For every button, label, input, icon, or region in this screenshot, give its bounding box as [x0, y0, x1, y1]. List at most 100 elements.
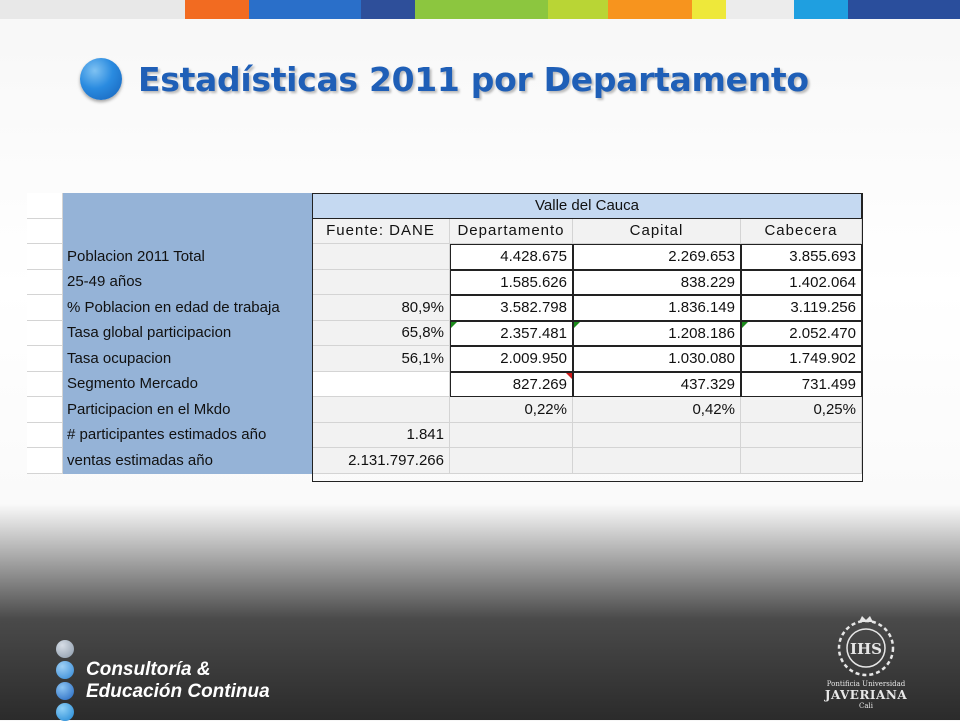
row-gutter [27, 320, 63, 346]
strip-segment [692, 0, 726, 19]
capital-cell[interactable] [573, 422, 741, 448]
table-header-row: Fuente: DANE Departamento Capital Cabece… [27, 218, 862, 244]
row-label[interactable]: ventas estimadas año [63, 448, 312, 474]
table-row: % Poblacion en edad de trabaja 80,9% 3.5… [27, 295, 862, 321]
cabecera-cell[interactable]: 2.052.470 [741, 320, 862, 346]
pct-cell[interactable] [312, 244, 450, 270]
capital-cell[interactable]: 1.836.149 [573, 295, 741, 321]
javeriana-crest: IHS Pontificia Universidad JAVERIANA Cal… [824, 616, 908, 716]
departamento-cell[interactable]: 1.585.626 [450, 269, 573, 295]
brand-line-1: Consultoría & [86, 658, 211, 680]
title-text: Estadísticas 2011 por Departamento [138, 59, 809, 99]
pct-cell[interactable] [312, 397, 450, 423]
region-header[interactable]: Valle del Cauca [312, 193, 862, 219]
row-gutter [27, 218, 63, 244]
strip-segment [548, 0, 608, 19]
statistics-table: Valle del Cauca Fuente: DANE Departament… [27, 193, 862, 474]
logo-dot [56, 640, 74, 658]
row-label[interactable]: 25-49 años [63, 269, 312, 295]
cabecera-cell[interactable]: 3.119.256 [741, 295, 862, 321]
pct-cell[interactable]: 65,8% [312, 320, 450, 346]
departamento-cell[interactable]: 2.357.481 [450, 320, 573, 346]
label-header-cell [63, 193, 312, 219]
row-gutter [27, 397, 63, 423]
logo-dot [56, 703, 74, 721]
logo-dot [56, 682, 74, 700]
strip-segment [726, 0, 794, 19]
brand-line-2: Educación Continua [86, 680, 270, 702]
strip-segment [361, 0, 415, 19]
table-row: 25-49 años 1.585.626 838.229 1.402.064 [27, 269, 862, 295]
title-bullet-icon [80, 58, 122, 100]
color-strip [0, 0, 960, 19]
pct-cell[interactable] [312, 371, 450, 397]
cabecera-cell[interactable]: 1.402.064 [741, 269, 862, 295]
departamento-cell[interactable] [450, 422, 573, 448]
row-label[interactable]: Tasa global participacion [63, 320, 312, 346]
logo-dots-icon [56, 640, 74, 721]
table-row: Participacion en el Mkdo 0,22% 0,42% 0,2… [27, 397, 862, 423]
capital-cell[interactable]: 437.329 [573, 371, 741, 397]
row-label[interactable]: # participantes estimados año [63, 422, 312, 448]
strip-segment [794, 0, 848, 19]
cabecera-cell[interactable] [741, 448, 862, 474]
capital-cell[interactable]: 1.208.186 [573, 320, 741, 346]
table-header-row: Valle del Cauca [27, 193, 862, 219]
cabecera-cell[interactable]: 731.499 [741, 371, 862, 397]
cabecera-cell[interactable]: 1.749.902 [741, 346, 862, 372]
row-gutter [27, 244, 63, 270]
departamento-cell[interactable]: 0,22% [450, 397, 573, 423]
capital-cell[interactable]: 0,42% [573, 397, 741, 423]
capital-cell[interactable]: 838.229 [573, 269, 741, 295]
row-gutter [27, 295, 63, 321]
row-gutter [27, 269, 63, 295]
col-header-departamento[interactable]: Departamento [450, 218, 573, 244]
crest-line-2: JAVERIANA [824, 688, 908, 702]
strip-segment [848, 0, 960, 19]
pct-cell[interactable] [312, 269, 450, 295]
cabecera-cell[interactable] [741, 422, 862, 448]
pct-cell[interactable]: 1.841 [312, 422, 450, 448]
departamento-cell[interactable]: 3.582.798 [450, 295, 573, 321]
crest-line-1: Pontificia Universidad [826, 680, 906, 688]
pct-cell[interactable]: 56,1% [312, 346, 450, 372]
consultoria-logo: Consultoría & Educación Continua [56, 640, 270, 721]
row-label[interactable]: Segmento Mercado [63, 371, 312, 397]
table-row: Poblacion 2011 Total 4.428.675 2.269.653… [27, 244, 862, 270]
strip-segment [608, 0, 692, 19]
crest-icon: IHS [837, 616, 895, 677]
departamento-cell[interactable]: 4.428.675 [450, 244, 573, 270]
row-gutter [27, 193, 63, 219]
col-header-capital[interactable]: Capital [573, 218, 741, 244]
row-label[interactable]: % Poblacion en edad de trabaja [63, 295, 312, 321]
logo-dot [56, 661, 74, 679]
capital-cell[interactable]: 2.269.653 [573, 244, 741, 270]
strip-segment [415, 0, 548, 19]
cabecera-cell[interactable]: 3.855.693 [741, 244, 862, 270]
row-gutter [27, 371, 63, 397]
capital-cell[interactable] [573, 448, 741, 474]
source-label[interactable]: Fuente: DANE [312, 218, 450, 244]
table-row: ventas estimadas año 2.131.797.266 [27, 448, 862, 474]
row-gutter [27, 448, 63, 474]
slide-title: Estadísticas 2011 por Departamento [80, 52, 809, 106]
col-header-cabecera[interactable]: Cabecera [741, 218, 862, 244]
row-label[interactable]: Poblacion 2011 Total [63, 244, 312, 270]
cabecera-cell[interactable]: 0,25% [741, 397, 862, 423]
departamento-cell[interactable] [450, 448, 573, 474]
departamento-cell[interactable]: 827.269 [450, 371, 573, 397]
crest-line-3: Cali [858, 702, 873, 710]
strip-segment [249, 0, 361, 19]
departamento-cell[interactable]: 2.009.950 [450, 346, 573, 372]
capital-cell[interactable]: 1.030.080 [573, 346, 741, 372]
pct-cell[interactable]: 2.131.797.266 [312, 448, 450, 474]
label-header-cell [63, 218, 312, 244]
table-row: # participantes estimados año 1.841 [27, 422, 862, 448]
pct-cell[interactable]: 80,9% [312, 295, 450, 321]
table-row: Tasa ocupacion 56,1% 2.009.950 1.030.080… [27, 346, 862, 372]
crest-initials: IHS [850, 640, 882, 658]
table-row: Segmento Mercado 827.269 437.329 731.499 [27, 371, 862, 397]
row-gutter [27, 346, 63, 372]
row-label[interactable]: Participacion en el Mkdo [63, 397, 312, 423]
row-label[interactable]: Tasa ocupacion [63, 346, 312, 372]
